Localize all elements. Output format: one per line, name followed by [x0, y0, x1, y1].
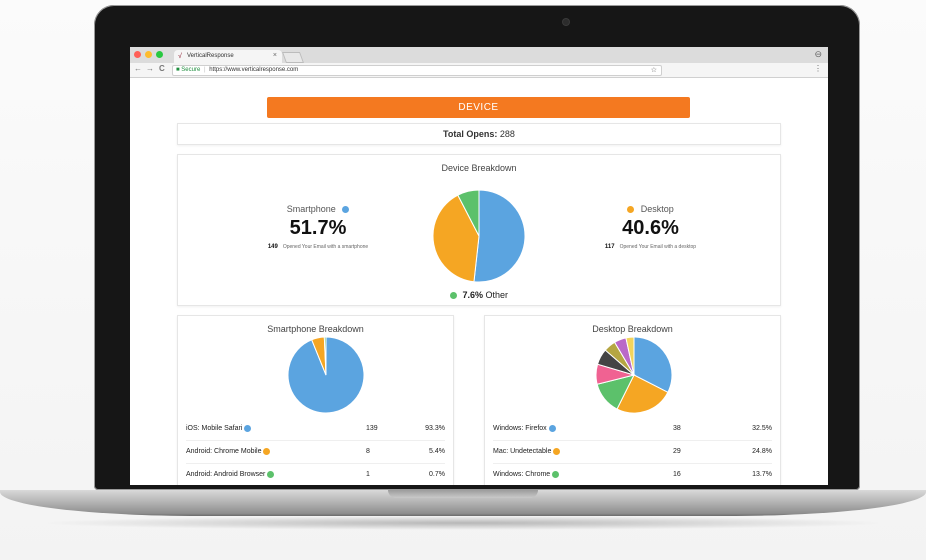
row-count: 8 [366, 448, 370, 455]
browser-tab[interactable]: √ VerticalResponse × [174, 50, 282, 63]
forward-button[interactable]: → [146, 64, 154, 73]
base-shadow [40, 516, 886, 530]
smartphone-breakdown-title: Smartphone Breakdown [267, 324, 364, 334]
total-opens-label: Total Opens: [443, 129, 498, 139]
url-input[interactable]: ■ Secure | https://www.verticalresponse.… [172, 65, 662, 76]
camera-icon [563, 19, 569, 25]
device-pie-chart [432, 189, 526, 283]
browser-menu-icon[interactable]: ⋮ [814, 64, 822, 73]
row-count: 139 [366, 425, 378, 432]
maximize-window-button[interactable] [156, 51, 163, 58]
tab-bar: √ VerticalResponse × ⊖ [130, 47, 828, 63]
profile-icon[interactable]: ⊖ [814, 49, 822, 59]
table-row: Android: Chrome Mobile 8 5.4% [186, 440, 445, 463]
smartphone-count: 149 [267, 244, 278, 250]
close-tab-icon[interactable]: × [272, 52, 277, 59]
row-percent: 93.3% [425, 425, 445, 432]
table-row: Android: Android Browser 1 0.7% [186, 463, 445, 485]
minimize-window-button[interactable] [145, 51, 152, 58]
row-label: Mac: Undetectable [493, 448, 552, 455]
laptop-base [0, 490, 926, 550]
row-count: 1 [366, 471, 370, 478]
smartphone-pie-chart [287, 336, 365, 414]
total-opens-card: Total Opens: 288 [177, 123, 781, 145]
favicon-icon: √ [178, 53, 182, 60]
device-breakdown-title: Device Breakdown [441, 163, 517, 173]
smartphone-description: Opened Your Email with a smartphone [282, 244, 369, 250]
star-icon[interactable]: ☆ [650, 67, 657, 74]
row-percent: 0.7% [429, 471, 445, 478]
other-label: Other [485, 290, 509, 300]
reload-button[interactable]: C [159, 64, 165, 73]
row-legend-dot [263, 447, 271, 455]
table-row: iOS: Mobile Safari 139 93.3% [186, 418, 445, 440]
row-label: Android: Chrome Mobile [186, 448, 262, 455]
pie-slice [287, 336, 365, 414]
row-count: 38 [673, 425, 681, 432]
row-legend-dot [548, 424, 556, 432]
pie-slice [432, 194, 480, 283]
desktop-count: 117 [604, 244, 615, 250]
table-row: Windows: Firefox 38 32.5% [493, 418, 772, 440]
report-page: DEVICE Total Opens: 288 Device Breakdown… [130, 78, 828, 485]
pie-slice [633, 336, 673, 393]
url-text: https://www.verticalresponse.com [209, 67, 299, 73]
device-section-header: DEVICE [267, 97, 690, 118]
lock-icon: ■ [176, 67, 180, 73]
smartphone-breakdown-card: Smartphone Breakdown iOS: Mobile Safari … [177, 315, 454, 485]
other-legend: 7.6% Other [178, 290, 780, 300]
smartphone-legend-dot [342, 206, 350, 214]
row-legend-dot [267, 470, 275, 478]
pie-slice [323, 336, 327, 376]
row-legend-dot [552, 470, 560, 478]
row-percent: 13.7% [752, 471, 772, 478]
security-label: Secure [181, 67, 201, 73]
tab-title: VerticalResponse [187, 53, 234, 59]
total-opens-value: 288 [499, 129, 515, 139]
address-bar-row: ← → C ■ Secure | https://www.verticalres… [130, 63, 828, 78]
window-controls [134, 51, 163, 58]
pie-slice [625, 336, 635, 376]
table-row: Windows: Chrome 16 13.7% [493, 463, 772, 485]
pie-slice [457, 189, 480, 237]
device-breakdown-card: Device Breakdown Smartphone 51.7% 149 Ope… [177, 154, 781, 306]
desktop-legend-dot [627, 206, 635, 214]
back-button[interactable]: ← [134, 64, 142, 73]
smartphone-stat: Smartphone 51.7% 149 Opened Your Email wi… [238, 204, 398, 250]
desktop-label: Desktop [640, 204, 674, 214]
row-label: Windows: Firefox [493, 425, 547, 432]
row-label: iOS: Mobile Safari [186, 425, 243, 432]
new-tab-button[interactable] [281, 52, 305, 63]
row-percent: 32.5% [752, 425, 772, 432]
row-legend-dot [553, 447, 561, 455]
row-percent: 5.4% [429, 448, 445, 455]
desktop-pie-chart [595, 336, 673, 414]
desktop-stat: Desktop 40.6% 117 Opened Your Email with … [563, 204, 738, 250]
desktop-table: Windows: Firefox 38 32.5% Mac: Undetecta… [493, 418, 772, 485]
other-percent: 7.6% [462, 290, 483, 300]
laptop-screen: √ VerticalResponse × ⊖ ← → C ■ Secure | … [130, 47, 828, 485]
smartphone-percent: 51.7% [289, 217, 347, 239]
row-label: Windows: Chrome [493, 471, 551, 478]
desktop-description: Opened Your Email with a desktop [619, 244, 697, 250]
row-percent: 24.8% [752, 448, 772, 455]
row-legend-dot [244, 424, 252, 432]
table-row: Mac: Undetectable 29 24.8% [493, 440, 772, 463]
smartphone-table: iOS: Mobile Safari 139 93.3% Android: Ch… [186, 418, 445, 485]
base-notch [388, 490, 538, 498]
desktop-percent: 40.6% [622, 217, 679, 239]
url-separator: | [203, 67, 206, 73]
row-count: 29 [673, 448, 681, 455]
other-legend-dot [449, 292, 457, 300]
row-label: Android: Android Browser [186, 471, 266, 478]
pie-slice [473, 189, 526, 283]
smartphone-label: Smartphone [286, 204, 336, 214]
desktop-breakdown-card: Desktop Breakdown Windows: Firefox 38 32… [484, 315, 781, 485]
close-window-button[interactable] [134, 51, 141, 58]
desktop-breakdown-title: Desktop Breakdown [592, 324, 673, 334]
row-count: 16 [673, 471, 681, 478]
